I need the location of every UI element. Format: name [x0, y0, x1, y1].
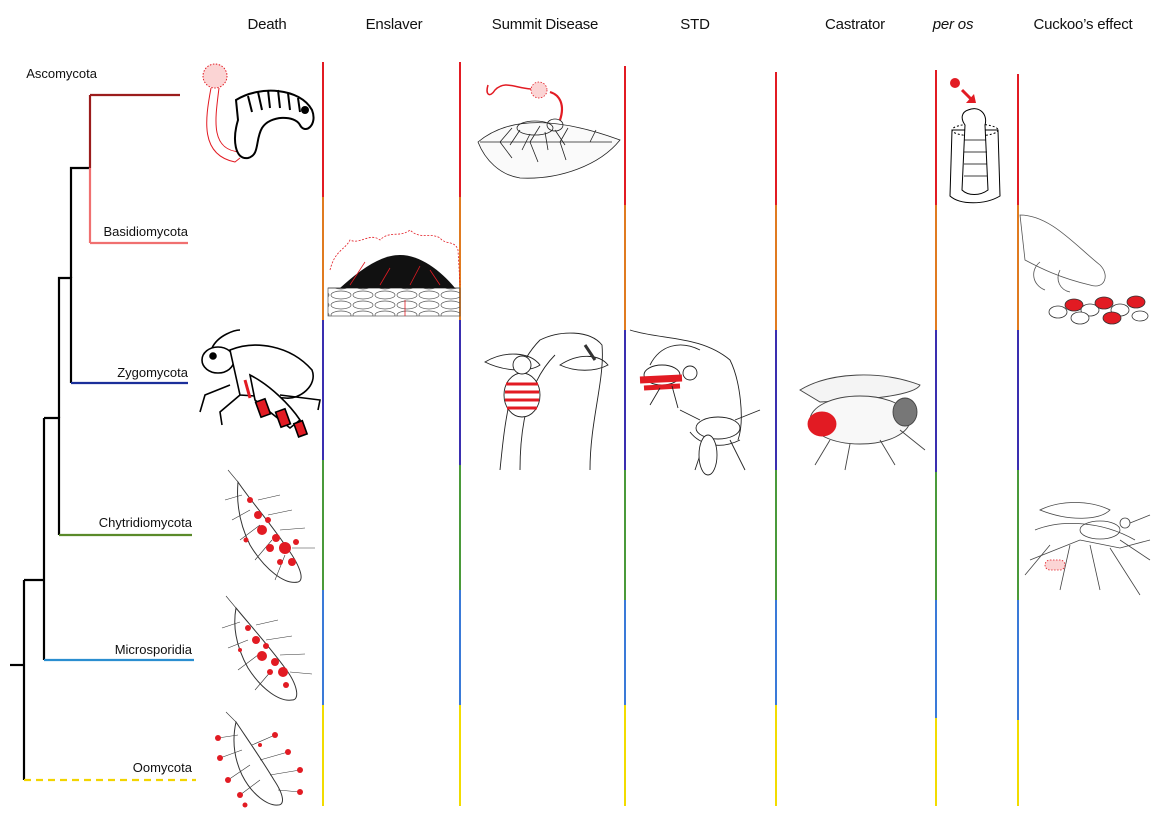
- column-header-std: STD: [680, 16, 710, 33]
- tree-node-chytrid: [44, 416, 61, 535]
- microsporidia-larva-death-illustration: [221, 595, 313, 701]
- tree-node-upper: [57, 276, 73, 418]
- ascomycota-ant-summit-illustration: [477, 81, 621, 179]
- zygomycota-fly-castrator-illustration: [799, 374, 926, 471]
- tree-node-microsporidia: [24, 418, 46, 660]
- taxon-label-basidiomycota: Basidiomycota: [103, 224, 188, 239]
- column-separators: [322, 62, 1019, 806]
- taxon-label-zygomycota: Zygomycota: [117, 365, 188, 380]
- taxon-label-oomycota: Oomycota: [132, 760, 192, 775]
- oomycota-larva-death-illustration: [215, 711, 303, 808]
- chytridiomycota-mosquito-cuckoo-illustration: [1024, 502, 1151, 596]
- taxon-label-ascomycota: Ascomycota: [26, 66, 97, 81]
- column-header-cuckoos-effect: Cuckoo’s effect: [1033, 16, 1133, 33]
- ascomycota-caterpillar-death-illustration: [202, 63, 315, 163]
- basidiomycota-cuckoo-illustration: [1019, 214, 1149, 325]
- taxon-label-chytridiomycota: Chytridiomycota: [98, 515, 192, 530]
- phylogenetic-tree: [10, 93, 196, 782]
- column-header-per-os: per os: [932, 16, 974, 33]
- column-header-death: Death: [247, 16, 287, 33]
- column-header-enslaver: Enslaver: [365, 16, 423, 33]
- chytridiomycota-larva-death-illustration: [224, 469, 315, 583]
- basidiomycota-enslaver-illustration: [327, 229, 461, 317]
- zygomycota-grasshopper-death-illustration: [199, 329, 321, 438]
- column-header-castrator: Castrator: [825, 16, 885, 33]
- zygomycota-flies-std-illustration: [629, 329, 761, 476]
- ascomycota-larva-per-os-illustration: [949, 78, 1001, 204]
- taxon-label-microsporidia: Microsporidia: [114, 642, 192, 657]
- zygomycota-fly-summit-illustration: [484, 332, 609, 471]
- tree-node-dikarya: [69, 166, 90, 278]
- column-header-summit-disease: Summit Disease: [491, 16, 599, 33]
